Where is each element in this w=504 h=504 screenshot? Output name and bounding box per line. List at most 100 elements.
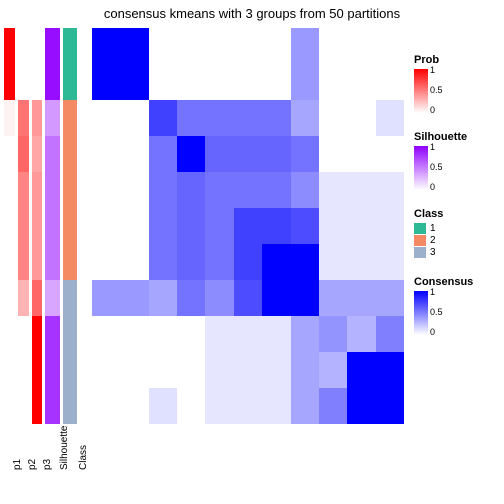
heatmap-cell xyxy=(205,64,233,100)
annot-cell xyxy=(18,352,29,388)
heatmap-cell xyxy=(262,316,290,352)
annot-cell xyxy=(4,208,15,244)
annot-cell xyxy=(4,280,15,316)
annot-cell xyxy=(32,388,43,424)
annot-cell xyxy=(18,208,29,244)
legend-tick: 1 xyxy=(430,65,435,75)
heatmap-cell xyxy=(319,352,347,388)
heatmap-cell xyxy=(149,388,177,424)
annot-cell xyxy=(63,316,77,352)
heatmap-cell xyxy=(149,28,177,64)
annot-cell xyxy=(4,28,15,64)
heatmap-cell xyxy=(376,280,404,316)
annot-cell xyxy=(63,244,77,280)
heatmap-cell xyxy=(120,136,148,172)
annot-cell xyxy=(18,280,29,316)
annot-cell xyxy=(63,208,77,244)
heatmap-cell xyxy=(205,316,233,352)
legend-tick: 0 xyxy=(430,327,435,337)
heatmap-cell xyxy=(149,280,177,316)
annot-cell xyxy=(4,352,15,388)
heatmap-cell xyxy=(376,316,404,352)
annot-label-Silhouette: Silhouette xyxy=(59,426,70,470)
heatmap-cell xyxy=(92,316,120,352)
legend-tick: 0 xyxy=(430,105,435,115)
heatmap-cell xyxy=(205,28,233,64)
annot-cell xyxy=(63,280,77,316)
heatmap-cell xyxy=(291,28,319,64)
heatmap-cell xyxy=(262,28,290,64)
annot-cell xyxy=(63,28,77,64)
legend-Consensus: Consensus10.50 xyxy=(414,276,500,335)
heatmap-cell xyxy=(149,64,177,100)
heatmap-cell xyxy=(149,208,177,244)
heatmap-cell xyxy=(120,316,148,352)
heatmap-cell xyxy=(347,172,375,208)
heatmap-cell xyxy=(376,64,404,100)
heatmap-cell xyxy=(234,100,262,136)
legend-tick: 0 xyxy=(430,182,435,192)
heatmap-cell xyxy=(319,64,347,100)
heatmap-cell xyxy=(376,172,404,208)
annot-label-p3: p3 xyxy=(42,459,53,470)
annot-cell xyxy=(32,172,43,208)
annot-cell xyxy=(4,100,15,136)
heatmap-cell xyxy=(234,28,262,64)
heatmap-cell xyxy=(347,352,375,388)
heatmap-cell xyxy=(205,352,233,388)
annot-label-p1: p1 xyxy=(12,459,23,470)
heatmap-cell xyxy=(205,136,233,172)
annot-cell xyxy=(32,244,43,280)
heatmap-cell xyxy=(120,352,148,388)
annot-col-Silhouette xyxy=(45,28,59,424)
annot-cell xyxy=(45,388,59,424)
heatmap-cell xyxy=(347,100,375,136)
heatmap-cell xyxy=(319,172,347,208)
heatmap-cell xyxy=(234,136,262,172)
legend-gradient xyxy=(414,146,428,190)
heatmap-cell xyxy=(319,136,347,172)
heatmap-cell xyxy=(376,388,404,424)
annot-cell xyxy=(63,172,77,208)
heatmap-cell xyxy=(120,172,148,208)
annot-cell xyxy=(45,136,59,172)
annot-col-p3 xyxy=(32,28,43,424)
heatmap-cell xyxy=(262,172,290,208)
annot-cell xyxy=(45,28,59,64)
heatmap-cell xyxy=(120,64,148,100)
heatmap-cell xyxy=(177,64,205,100)
annot-cell xyxy=(45,280,59,316)
heatmap-cell xyxy=(347,244,375,280)
heatmap-cell xyxy=(234,280,262,316)
heatmap-cell xyxy=(376,352,404,388)
heatmap-cell xyxy=(291,316,319,352)
heatmap-cell xyxy=(205,244,233,280)
heatmap-cell xyxy=(92,280,120,316)
heatmap-cell xyxy=(234,352,262,388)
heatmap-cell xyxy=(347,316,375,352)
annot-cell xyxy=(32,64,43,100)
legend-tick: 0.5 xyxy=(430,307,443,317)
heatmap-cell xyxy=(234,244,262,280)
heatmap-cell xyxy=(347,208,375,244)
heatmap-cell xyxy=(177,244,205,280)
legends-panel: Prob10.50Silhouette10.50Class123Consensu… xyxy=(414,54,500,353)
annot-cell xyxy=(4,388,15,424)
heatmap-cell xyxy=(149,244,177,280)
heatmap-cell xyxy=(92,352,120,388)
heatmap-cell xyxy=(291,244,319,280)
heatmap-cell xyxy=(376,100,404,136)
heatmap-cell xyxy=(291,388,319,424)
heatmap-cell xyxy=(291,172,319,208)
heatmap-cell xyxy=(376,28,404,64)
annot-cell xyxy=(4,244,15,280)
annotation-area xyxy=(4,28,80,424)
heatmap-cell xyxy=(177,172,205,208)
annot-col-p2 xyxy=(18,28,29,424)
annot-cell xyxy=(63,100,77,136)
heatmap-cell xyxy=(120,244,148,280)
heatmap-cell xyxy=(92,244,120,280)
page-title: consensus kmeans with 3 groups from 50 p… xyxy=(0,6,504,21)
heatmap-cell xyxy=(234,208,262,244)
heatmap-cell xyxy=(262,64,290,100)
